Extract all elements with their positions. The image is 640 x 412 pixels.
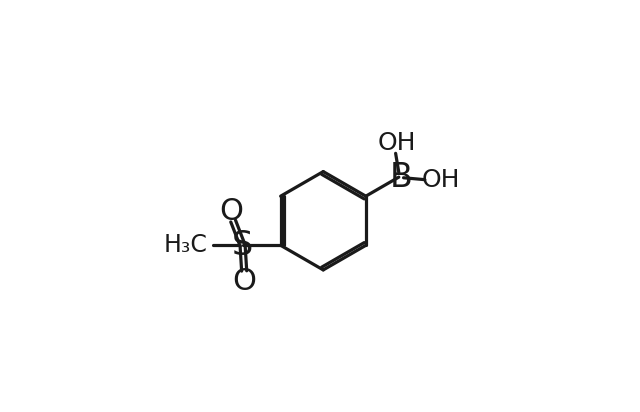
Text: OH: OH (378, 131, 417, 155)
Text: OH: OH (421, 168, 460, 192)
Text: S: S (232, 229, 253, 262)
Text: B: B (390, 161, 413, 194)
Text: O: O (232, 267, 256, 295)
Text: O: O (220, 197, 244, 226)
Text: H₃C: H₃C (164, 233, 208, 258)
